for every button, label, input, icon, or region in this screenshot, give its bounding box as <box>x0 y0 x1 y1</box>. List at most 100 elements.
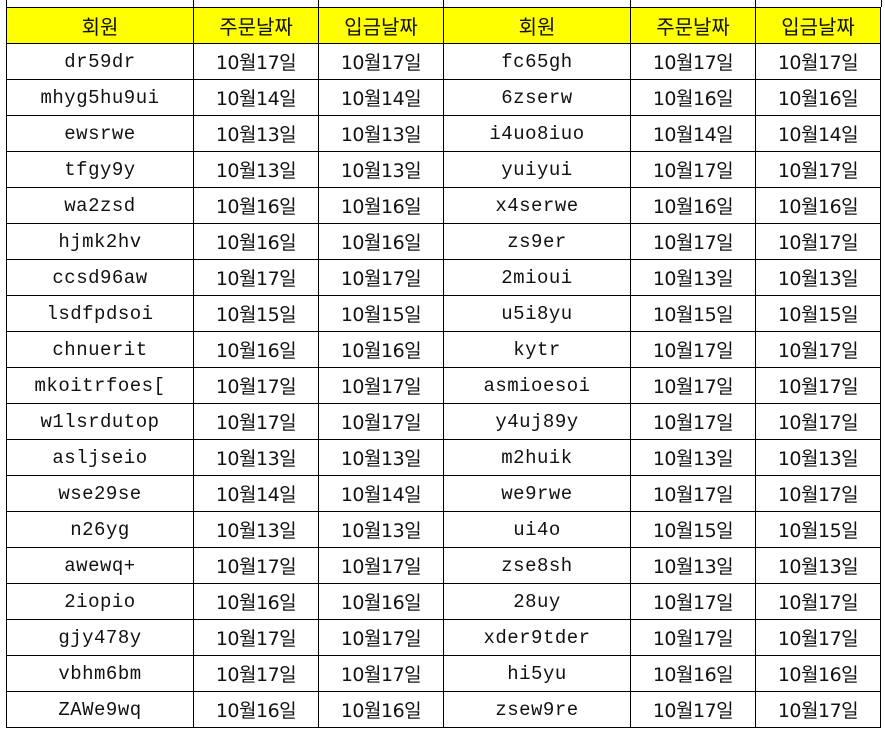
order-date-cell-2[interactable]: 10월13일 <box>630 259 756 296</box>
payment-date-cell[interactable]: 10월16일 <box>318 187 444 224</box>
payment-date-cell-2[interactable]: 10월16일 <box>755 79 881 116</box>
member-cell[interactable]: n26yg <box>6 511 194 548</box>
payment-date-cell[interactable]: 10월13일 <box>318 151 444 188</box>
payment-date-cell[interactable]: 10월17일 <box>318 43 444 80</box>
order-date-cell[interactable]: 10월16일 <box>193 331 319 368</box>
payment-date-cell[interactable]: 10월17일 <box>318 655 444 692</box>
payment-date-cell-2[interactable]: 10월13일 <box>755 439 881 476</box>
member-cell-2[interactable]: zse8sh <box>443 547 631 584</box>
member-cell[interactable]: lsdfpdsoi <box>6 295 194 332</box>
payment-date-cell[interactable]: 10월17일 <box>318 403 444 440</box>
member-cell[interactable]: chnuerit <box>6 331 194 368</box>
order-date-cell-2[interactable]: 10월17일 <box>630 367 756 404</box>
member-cell[interactable]: vbhm6bm <box>6 655 194 692</box>
payment-date-cell[interactable]: 10월17일 <box>318 259 444 296</box>
payment-date-cell[interactable]: 10월13일 <box>318 115 444 152</box>
order-date-cell[interactable]: 10월13일 <box>193 439 319 476</box>
member-cell[interactable]: wa2zsd <box>6 187 194 224</box>
payment-date-cell-2[interactable]: 10월13일 <box>755 259 881 296</box>
payment-date-cell[interactable]: 10월16일 <box>318 583 444 620</box>
order-date-cell[interactable]: 10월13일 <box>193 151 319 188</box>
header-order-date[interactable]: 주문날짜 <box>193 7 319 44</box>
payment-date-cell-2[interactable]: 10월17일 <box>755 583 881 620</box>
order-date-cell[interactable]: 10월17일 <box>193 619 319 656</box>
order-date-cell-2[interactable]: 10월17일 <box>630 151 756 188</box>
member-cell[interactable]: 2iopio <box>6 583 194 620</box>
member-cell-2[interactable]: zsew9re <box>443 691 631 728</box>
member-cell[interactable]: ccsd96aw <box>6 259 194 296</box>
payment-date-cell[interactable]: 10월17일 <box>318 547 444 584</box>
payment-date-cell-2[interactable]: 10월17일 <box>755 403 881 440</box>
payment-date-cell[interactable]: 10월13일 <box>318 439 444 476</box>
payment-date-cell[interactable]: 10월14일 <box>318 79 444 116</box>
member-cell-2[interactable]: xder9tder <box>443 619 631 656</box>
member-cell[interactable]: wse29se <box>6 475 194 512</box>
order-date-cell-2[interactable]: 10월16일 <box>630 655 756 692</box>
order-date-cell[interactable]: 10월17일 <box>193 259 319 296</box>
order-date-cell[interactable]: 10월14일 <box>193 79 319 116</box>
order-date-cell-2[interactable]: 10월17일 <box>630 403 756 440</box>
payment-date-cell[interactable]: 10월16일 <box>318 223 444 260</box>
member-cell-2[interactable]: hi5yu <box>443 655 631 692</box>
order-date-cell[interactable]: 10월16일 <box>193 691 319 728</box>
member-cell-2[interactable]: m2huik <box>443 439 631 476</box>
order-date-cell[interactable]: 10월13일 <box>193 511 319 548</box>
member-cell-2[interactable]: we9rwe <box>443 475 631 512</box>
member-cell-2[interactable]: i4uo8iuo <box>443 115 631 152</box>
payment-date-cell-2[interactable]: 10월17일 <box>755 331 881 368</box>
member-cell-2[interactable]: kytr <box>443 331 631 368</box>
order-date-cell-2[interactable]: 10월16일 <box>630 187 756 224</box>
member-cell-2[interactable]: 6zserw <box>443 79 631 116</box>
order-date-cell-2[interactable]: 10월17일 <box>630 619 756 656</box>
member-cell[interactable]: dr59dr <box>6 43 194 80</box>
member-cell[interactable]: tfgy9y <box>6 151 194 188</box>
member-cell[interactable]: ewsrwe <box>6 115 194 152</box>
order-date-cell[interactable]: 10월17일 <box>193 43 319 80</box>
member-cell-2[interactable]: x4serwe <box>443 187 631 224</box>
order-date-cell[interactable]: 10월16일 <box>193 223 319 260</box>
payment-date-cell[interactable]: 10월16일 <box>318 331 444 368</box>
order-date-cell-2[interactable]: 10월17일 <box>630 583 756 620</box>
member-cell-2[interactable]: 2mioui <box>443 259 631 296</box>
order-date-cell-2[interactable]: 10월15일 <box>630 511 756 548</box>
member-cell[interactable]: ZAWe9wq <box>6 691 194 728</box>
payment-date-cell-2[interactable]: 10월17일 <box>755 223 881 260</box>
order-date-cell[interactable]: 10월16일 <box>193 583 319 620</box>
order-date-cell[interactable]: 10월13일 <box>193 115 319 152</box>
order-date-cell-2[interactable]: 10월17일 <box>630 331 756 368</box>
member-cell[interactable]: asljseio <box>6 439 194 476</box>
order-date-cell[interactable]: 10월14일 <box>193 475 319 512</box>
payment-date-cell[interactable]: 10월17일 <box>318 619 444 656</box>
member-cell-2[interactable]: u5i8yu <box>443 295 631 332</box>
payment-date-cell-2[interactable]: 10월15일 <box>755 295 881 332</box>
payment-date-cell-2[interactable]: 10월13일 <box>755 547 881 584</box>
member-cell-2[interactable]: y4uj89y <box>443 403 631 440</box>
payment-date-cell-2[interactable]: 10월17일 <box>755 475 881 512</box>
order-date-cell[interactable]: 10월17일 <box>193 403 319 440</box>
order-date-cell-2[interactable]: 10월17일 <box>630 691 756 728</box>
payment-date-cell-2[interactable]: 10월14일 <box>755 115 881 152</box>
member-cell-2[interactable]: yuiyui <box>443 151 631 188</box>
order-date-cell[interactable]: 10월17일 <box>193 655 319 692</box>
member-cell[interactable]: w1lsrdutop <box>6 403 194 440</box>
member-cell[interactable]: awewq+ <box>6 547 194 584</box>
payment-date-cell[interactable]: 10월13일 <box>318 511 444 548</box>
order-date-cell-2[interactable]: 10월17일 <box>630 223 756 260</box>
order-date-cell-2[interactable]: 10월13일 <box>630 547 756 584</box>
header-payment-date-2[interactable]: 입금날짜 <box>755 7 881 44</box>
order-date-cell-2[interactable]: 10월17일 <box>630 475 756 512</box>
member-cell-2[interactable]: asmioesoi <box>443 367 631 404</box>
order-date-cell-2[interactable]: 10월14일 <box>630 115 756 152</box>
member-cell-2[interactable]: 28uy <box>443 583 631 620</box>
member-cell[interactable]: hjmk2hv <box>6 223 194 260</box>
payment-date-cell[interactable]: 10월17일 <box>318 367 444 404</box>
order-date-cell[interactable]: 10월17일 <box>193 367 319 404</box>
header-member[interactable]: 회원 <box>6 7 194 44</box>
order-date-cell-2[interactable]: 10월16일 <box>630 79 756 116</box>
payment-date-cell-2[interactable]: 10월17일 <box>755 367 881 404</box>
order-date-cell-2[interactable]: 10월17일 <box>630 43 756 80</box>
member-cell[interactable]: gjy478y <box>6 619 194 656</box>
member-cell[interactable]: mkoitrfoes[ <box>6 367 194 404</box>
member-cell[interactable]: mhyg5hu9ui <box>6 79 194 116</box>
header-member-2[interactable]: 회원 <box>443 7 631 44</box>
